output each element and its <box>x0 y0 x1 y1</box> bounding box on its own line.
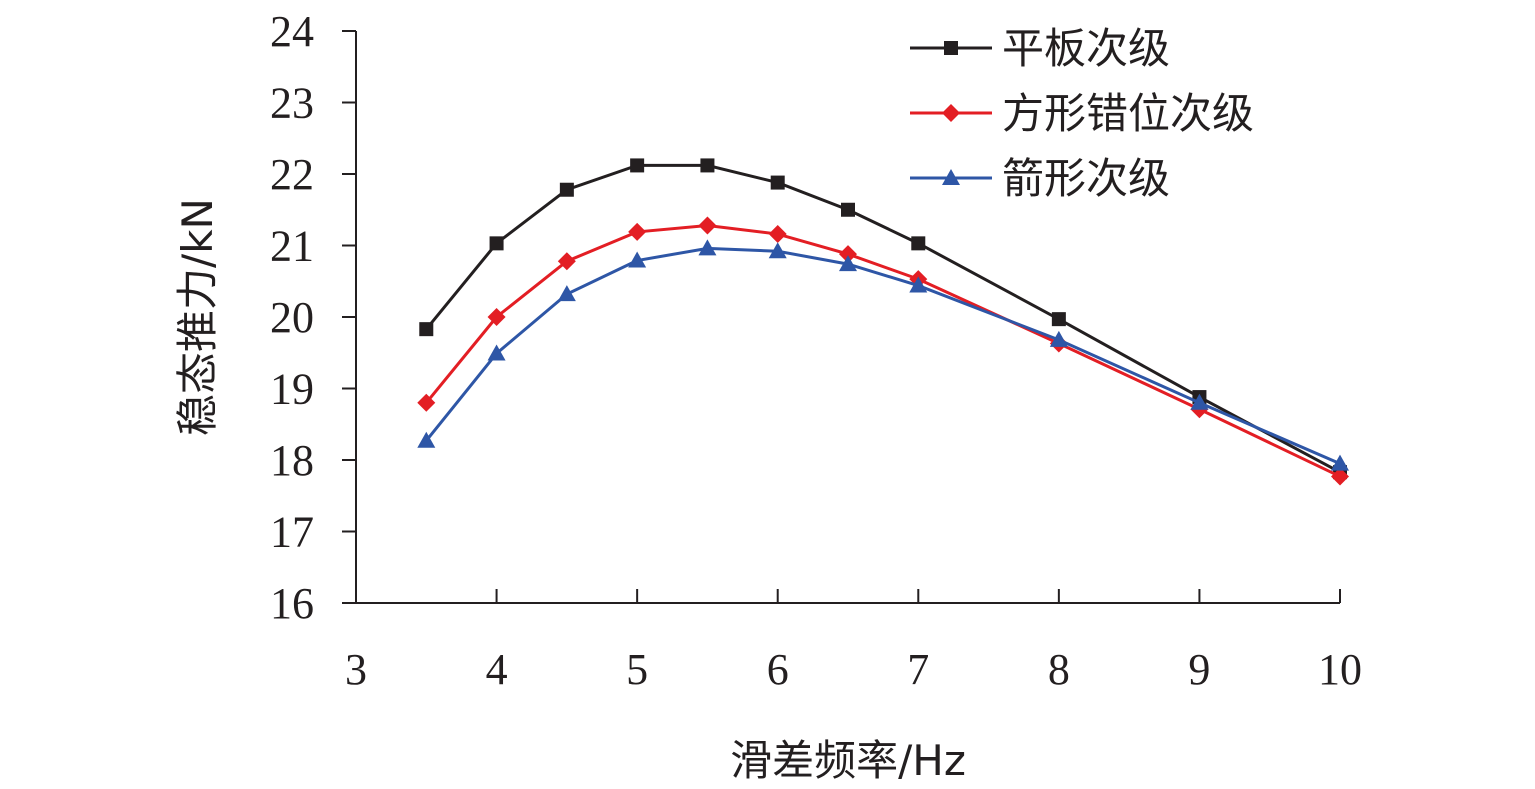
x-tick-label: 8 <box>1048 645 1070 694</box>
legend-label: 箭形次级 <box>1002 154 1170 203</box>
x-tick-label: 3 <box>345 645 367 694</box>
y-tick-label: 24 <box>270 7 314 56</box>
series-line <box>425 163 1341 474</box>
data-point <box>419 322 434 337</box>
legend-item: 平板次级 <box>910 24 1170 73</box>
y-tick-label: 21 <box>270 222 314 271</box>
legend-marker <box>942 104 960 122</box>
data-point <box>628 222 647 241</box>
y-tick-label: 22 <box>270 150 314 199</box>
data-point <box>1049 330 1068 347</box>
y-tick-label: 19 <box>270 365 314 414</box>
data-point <box>487 344 506 361</box>
legend-marker <box>944 41 958 55</box>
x-tick-label: 5 <box>626 645 648 694</box>
data-point <box>698 239 717 256</box>
legend-label: 方形错位次级 <box>1002 89 1254 138</box>
data-point <box>839 255 857 272</box>
data-point <box>909 276 928 293</box>
legend-marker <box>942 169 960 185</box>
data-point <box>557 285 576 302</box>
data-point <box>559 182 574 197</box>
data-point <box>1051 312 1066 327</box>
x-tick-label: 10 <box>1318 645 1362 694</box>
data-point <box>700 158 715 173</box>
y-tick-label: 20 <box>270 293 314 342</box>
x-tick-label: 9 <box>1188 645 1210 694</box>
legend-label: 平板次级 <box>1002 24 1170 73</box>
data-point <box>557 252 576 271</box>
x-axis-title: 滑差频率/Hz <box>730 736 966 785</box>
data-point <box>630 158 645 173</box>
data-point <box>841 202 855 217</box>
legend-item: 方形错位次级 <box>910 89 1254 138</box>
data-point <box>1331 467 1349 486</box>
data-point <box>417 431 436 448</box>
x-tick-label: 4 <box>486 645 508 694</box>
series-2 <box>417 216 1349 486</box>
x-ticks: 3 4 5 6 7 8 9 10 <box>345 589 1362 694</box>
data-point <box>1331 454 1349 471</box>
y-tick-label: 23 <box>270 79 314 128</box>
data-point <box>489 236 504 251</box>
data-point <box>911 236 926 251</box>
data-point <box>1190 393 1209 410</box>
y-tick-label: 16 <box>270 579 314 628</box>
data-point <box>768 225 787 244</box>
y-ticks: 16 17 18 19 20 21 22 23 24 <box>270 7 356 628</box>
series-1 <box>419 158 1347 480</box>
y-tick-label: 18 <box>270 436 314 485</box>
data-point <box>487 308 506 326</box>
data-point <box>698 216 717 235</box>
data-point <box>839 245 857 264</box>
data-point <box>770 175 785 190</box>
series-line <box>425 246 1341 465</box>
x-tick-label: 7 <box>907 645 929 694</box>
x-tick-label: 6 <box>767 645 789 694</box>
series-layer <box>417 158 1349 486</box>
y-tick-label: 17 <box>270 508 314 557</box>
data-point <box>417 393 436 412</box>
legend-item: 箭形次级 <box>910 154 1170 203</box>
data-point <box>628 251 647 268</box>
data-point <box>768 242 787 259</box>
y-axis-title: 稳态推力/kN <box>173 198 222 436</box>
series-3 <box>417 239 1349 471</box>
